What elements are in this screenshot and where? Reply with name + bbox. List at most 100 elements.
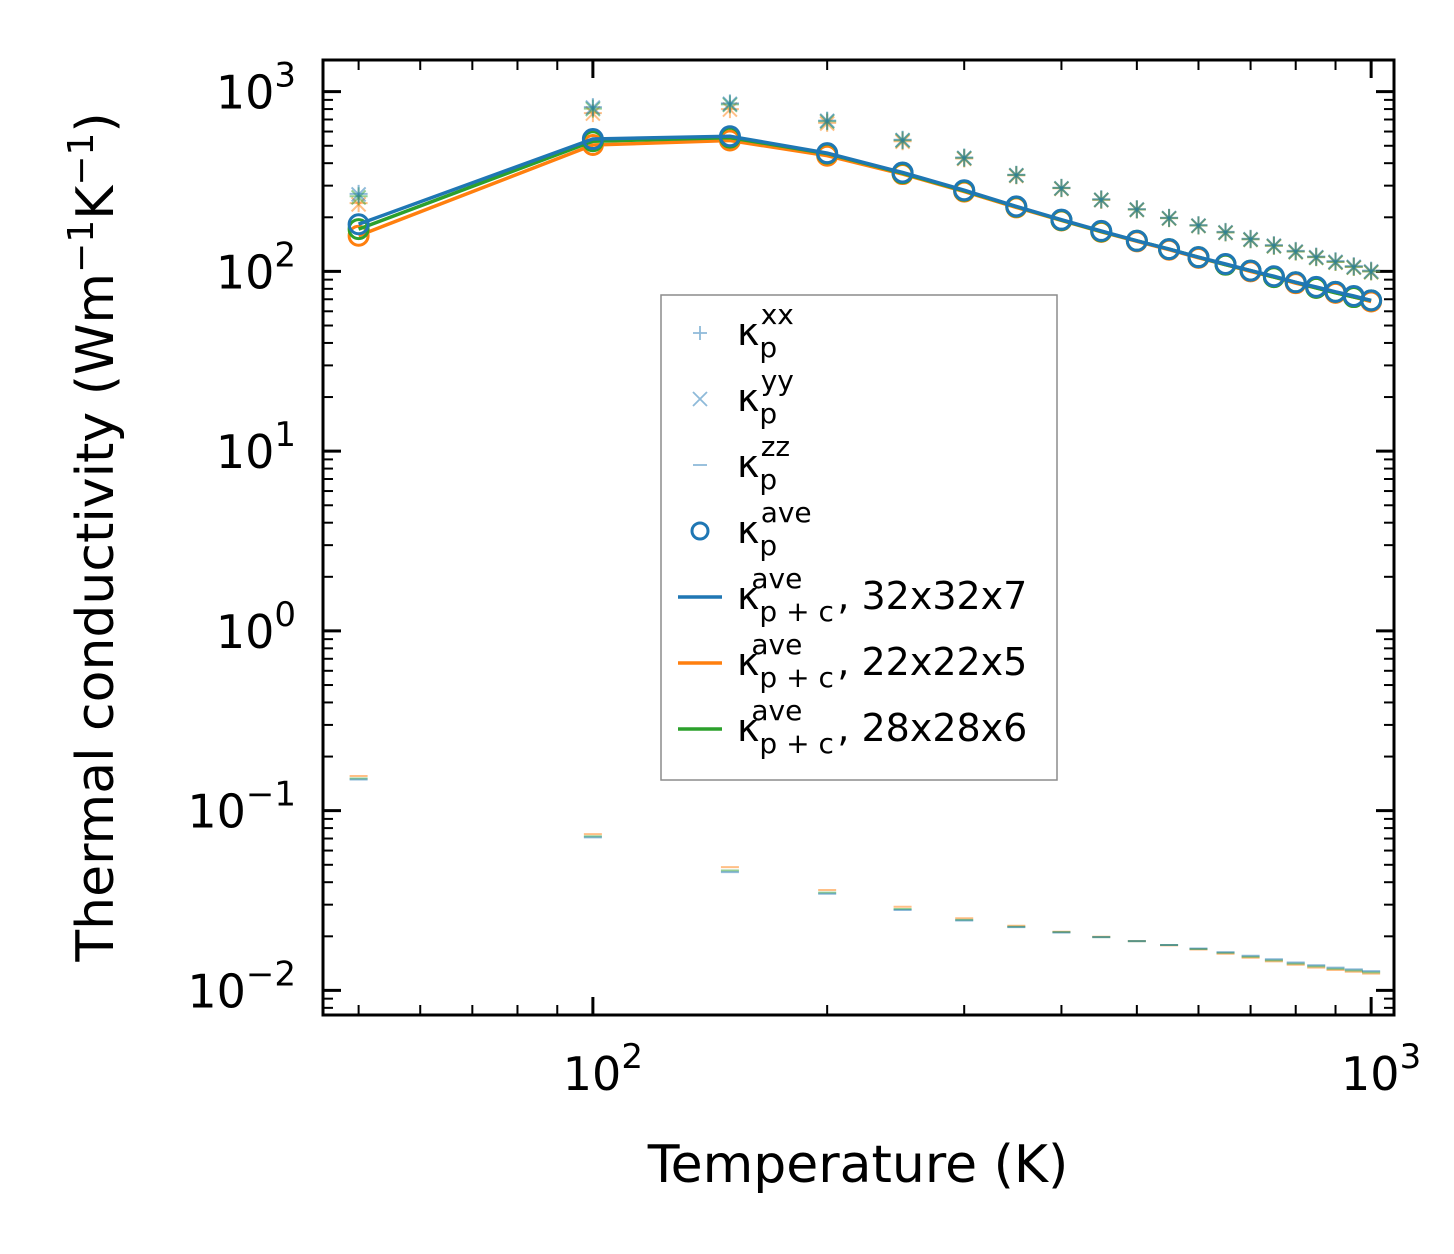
kave-point bbox=[1050, 208, 1073, 231]
series-22x22x5-average bbox=[347, 129, 1383, 313]
legend-subscript: p bbox=[759, 397, 777, 430]
legend-subscript: p bbox=[759, 463, 777, 496]
kyy-point bbox=[1242, 231, 1259, 247]
y-tick-label-exponent: 2 bbox=[274, 235, 296, 275]
plot-frame bbox=[321, 58, 1396, 1017]
legend-symbol: κ bbox=[737, 442, 759, 486]
kave-point bbox=[1214, 252, 1237, 275]
kave-point bbox=[1090, 219, 1113, 242]
kave-point bbox=[953, 179, 976, 202]
kave-point bbox=[347, 213, 370, 236]
y-tick-label-base: 10 bbox=[216, 425, 275, 479]
legend-entry-label: κp + cave , 28x28x6 bbox=[737, 694, 1027, 760]
kyy-point bbox=[1129, 201, 1145, 218]
kyy-point bbox=[1363, 263, 1379, 280]
legend-marker-kave bbox=[690, 521, 710, 541]
legend-symbol: κ bbox=[737, 310, 759, 354]
legend-subscript: p + c bbox=[759, 727, 833, 760]
series-28x28x6-average bbox=[347, 126, 1383, 312]
kyy-point bbox=[1161, 210, 1177, 226]
legend-entry-label: κpyy bbox=[737, 364, 794, 430]
y-axis-label-exp2: −1 bbox=[61, 133, 102, 186]
series-32x32x7-average bbox=[347, 125, 1383, 312]
kave-point bbox=[1187, 246, 1210, 269]
y-tick-label-base: 10 bbox=[216, 66, 275, 120]
legend-suffix: , 32x32x7 bbox=[837, 574, 1027, 618]
y-tick-label-exponent: 1 bbox=[274, 415, 296, 455]
legend-superscript: ave bbox=[761, 496, 812, 529]
legend-box bbox=[660, 294, 1058, 781]
y-tick-label-base: 10 bbox=[216, 245, 275, 299]
kyy-point bbox=[1288, 243, 1304, 260]
kave-point bbox=[347, 224, 370, 247]
legend-entry-label: κpave bbox=[737, 496, 812, 562]
y-tick-label: 100 bbox=[216, 595, 296, 659]
legend-superscript: zz bbox=[761, 430, 790, 463]
kyy-point bbox=[956, 150, 972, 166]
kave-point bbox=[1284, 271, 1307, 294]
x-tick-label: 102 bbox=[563, 1037, 643, 1101]
kyy-point bbox=[1266, 237, 1282, 254]
x-tick-label-base: 10 bbox=[563, 1047, 622, 1101]
major-ticks bbox=[323, 60, 1394, 1015]
legend-suffix: , 28x28x6 bbox=[837, 706, 1027, 750]
y-tick-label-base: 10 bbox=[187, 964, 246, 1018]
kave-point bbox=[1360, 289, 1383, 312]
kpc-line bbox=[358, 134, 1372, 303]
y-tick-label: 103 bbox=[216, 56, 296, 120]
y-tick-label-base: 10 bbox=[187, 785, 246, 839]
x-tick-label-exponent: 2 bbox=[621, 1037, 643, 1077]
kave-point bbox=[1158, 238, 1181, 261]
legend-superscript: yy bbox=[761, 364, 794, 397]
kave-point bbox=[816, 142, 839, 165]
kyy-point bbox=[1008, 167, 1025, 183]
y-tick-label-exponent: −2 bbox=[246, 954, 296, 994]
kyy-point bbox=[1346, 259, 1362, 275]
y-axis-label-exp1: −1 bbox=[61, 220, 102, 273]
y-tick-label-base: 10 bbox=[216, 605, 275, 659]
kyy-point bbox=[894, 132, 911, 148]
kyy-point bbox=[1053, 180, 1070, 196]
kyy-point bbox=[819, 113, 835, 129]
y-tick-label-exponent: 3 bbox=[274, 56, 296, 96]
x-tick-label-exponent: 3 bbox=[1400, 1037, 1422, 1077]
legend-entry-label: κpxx bbox=[737, 298, 794, 364]
kave-point bbox=[1125, 229, 1148, 252]
y-tick-label: 10−2 bbox=[187, 954, 296, 1018]
kave-point bbox=[581, 128, 604, 151]
y-axis-label: Thermal conductivity (Wm−1K−1) bbox=[61, 112, 126, 962]
y-axis-label-main: Thermal conductivity (Wm bbox=[66, 273, 126, 963]
kave-point bbox=[1239, 259, 1262, 282]
legend-entry-label: κp + cave , 22x22x5 bbox=[737, 628, 1027, 694]
legend-marker-kxx bbox=[693, 326, 707, 340]
legend-subscript: p bbox=[759, 331, 777, 364]
kyy-point bbox=[1308, 249, 1324, 265]
legend-entry-label: κpzz bbox=[737, 430, 790, 496]
y-axis-label-close: ) bbox=[66, 112, 126, 132]
legend-superscript: ave bbox=[751, 694, 802, 727]
legend-symbol: κ bbox=[737, 508, 759, 552]
y-tick-label: 102 bbox=[216, 235, 296, 299]
kave-point bbox=[891, 161, 914, 184]
y-tick-label: 101 bbox=[216, 415, 296, 479]
x-axis-label: Temperature (K) bbox=[647, 1135, 1069, 1195]
legend-superscript: ave bbox=[751, 562, 802, 595]
legend-superscript: xx bbox=[761, 298, 794, 331]
kave-point bbox=[1005, 195, 1028, 218]
legend-entry-label: κp + cave , 32x32x7 bbox=[737, 562, 1027, 628]
legend-marker-kyy bbox=[692, 391, 708, 407]
legend-symbol: κ bbox=[737, 574, 759, 618]
series-32x32x7-components bbox=[349, 94, 1381, 973]
kyy-point bbox=[1190, 217, 1207, 234]
kyy-point bbox=[1093, 192, 1109, 208]
y-tick-label-exponent: −1 bbox=[246, 775, 296, 815]
y-tick-label: 10−1 bbox=[187, 775, 296, 839]
kyy-point bbox=[585, 99, 601, 116]
kyy-point bbox=[1217, 224, 1234, 241]
kyy-point bbox=[350, 186, 367, 203]
kyy-point bbox=[722, 96, 738, 112]
legend-symbol: κ bbox=[737, 640, 759, 684]
